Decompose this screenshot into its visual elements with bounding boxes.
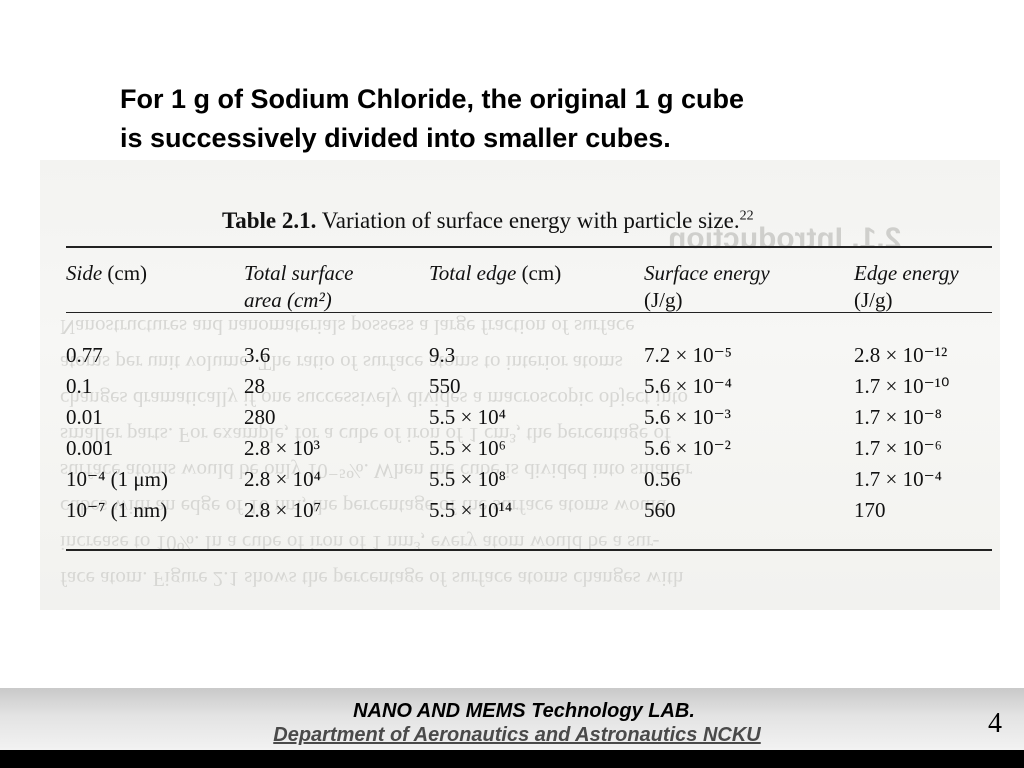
table-row: 10⁻⁷ (1 nm) 2.8 × 10⁷ 5.5 × 10¹⁴ 560 170	[66, 495, 992, 526]
cell-total-edge: 9.3	[429, 343, 456, 367]
heading-line-1: For 1 g of Sodium Chloride, the original…	[120, 84, 745, 114]
cell-surface-energy: 5.6 × 10⁻²	[644, 436, 731, 460]
cell-total-surface-area: 3.6	[244, 343, 271, 367]
cell-edge-energy: 1.7 × 10⁻⁸	[854, 405, 942, 429]
cell-edge-energy: 170	[854, 498, 886, 522]
table-row: 0.1 28 550 5.6 × 10⁻⁴ 1.7 × 10⁻¹⁰	[66, 371, 992, 402]
cell-side: 0.001	[66, 436, 114, 460]
page-number: 4	[988, 708, 1002, 739]
table-caption-ref: 22	[739, 208, 754, 224]
cell-total-surface-area: 28	[244, 374, 265, 398]
header-edge-energy: Edge energy (J/g)	[854, 261, 959, 312]
scanned-table-image: 2.1. Introduction Nanostructures and nan…	[40, 160, 1000, 610]
footer-lab-name: NANO AND MEMS Technology LAB.	[353, 700, 695, 722]
table-row: 0.77 3.6 9.3 7.2 × 10⁻⁵ 2.8 × 10⁻¹²	[66, 322, 992, 371]
cell-side: 10⁻⁷ (1 nm)	[66, 498, 168, 522]
cell-total-surface-area: 2.8 × 10³	[244, 436, 320, 460]
table-caption: Variation of surface energy with particl…	[321, 208, 740, 233]
table-header-rule	[66, 312, 992, 313]
cell-total-surface-area: 280	[244, 405, 276, 429]
slide-footer: NANO AND MEMS Technology LAB. Department…	[0, 688, 1024, 750]
table-header-row: Side (cm) Total surface area (cm²) Total …	[66, 260, 992, 322]
cell-total-surface-area: 2.8 × 10⁷	[244, 498, 321, 522]
cell-total-edge: 5.5 × 10⁴	[429, 405, 506, 429]
table-title: Table 2.1. Variation of surface energy w…	[222, 208, 754, 234]
footer-department: Department of Aeronautics and Astronauti…	[273, 724, 761, 746]
cell-surface-energy: 0.56	[644, 467, 681, 491]
cell-surface-energy: 7.2 × 10⁻⁵	[644, 343, 732, 367]
header-side: Side (cm)	[66, 261, 148, 285]
cell-side: 0.77	[66, 343, 103, 367]
cell-surface-energy: 5.6 × 10⁻⁴	[644, 374, 732, 398]
bleed-through-text: increase to 10%. In a cube of iron of 1 …	[60, 531, 660, 555]
cell-total-surface-area: 2.8 × 10⁴	[244, 467, 321, 491]
cell-edge-energy: 1.7 × 10⁻⁴	[854, 467, 942, 491]
cell-edge-energy: 2.8 × 10⁻¹²	[854, 343, 948, 367]
table-bottom-rule	[66, 549, 992, 551]
cell-edge-energy: 1.7 × 10⁻¹⁰	[854, 374, 950, 398]
cell-total-edge: 5.5 × 10¹⁴	[429, 498, 513, 522]
cell-surface-energy: 560	[644, 498, 676, 522]
table-row: 0.001 2.8 × 10³ 5.5 × 10⁶ 5.6 × 10⁻² 1.7…	[66, 433, 992, 464]
surface-energy-table: Side (cm) Total surface area (cm²) Total …	[66, 260, 992, 526]
cell-side: 0.01	[66, 405, 103, 429]
bleed-through-text: face atom. Figure 2.1 shows the percenta…	[60, 567, 684, 591]
table-row: 10⁻⁴ (1 μm) 2.8 × 10⁴ 5.5 × 10⁸ 0.56 1.7…	[66, 464, 992, 495]
cell-side: 10⁻⁴ (1 μm)	[66, 467, 168, 491]
cell-total-edge: 5.5 × 10⁸	[429, 467, 506, 491]
cell-edge-energy: 1.7 × 10⁻⁶	[854, 436, 942, 460]
cell-surface-energy: 5.6 × 10⁻³	[644, 405, 731, 429]
cell-total-edge: 550	[429, 374, 461, 398]
bottom-bar	[0, 750, 1024, 768]
header-total-surface-area: Total surface area (cm²)	[244, 261, 354, 312]
table-top-rule	[66, 246, 992, 248]
cell-total-edge: 5.5 × 10⁶	[429, 436, 506, 460]
slide-heading: For 1 g of Sodium Chloride, the original…	[120, 80, 940, 158]
table-row: 0.01 280 5.5 × 10⁴ 5.6 × 10⁻³ 1.7 × 10⁻⁸	[66, 402, 992, 433]
heading-line-2: is successively divided into smaller cub…	[120, 123, 671, 153]
cell-side: 0.1	[66, 374, 93, 398]
header-total-edge: Total edge (cm)	[429, 261, 562, 285]
table-label: Table 2.1.	[222, 208, 317, 233]
header-surface-energy: Surface energy (J/g)	[644, 261, 770, 312]
